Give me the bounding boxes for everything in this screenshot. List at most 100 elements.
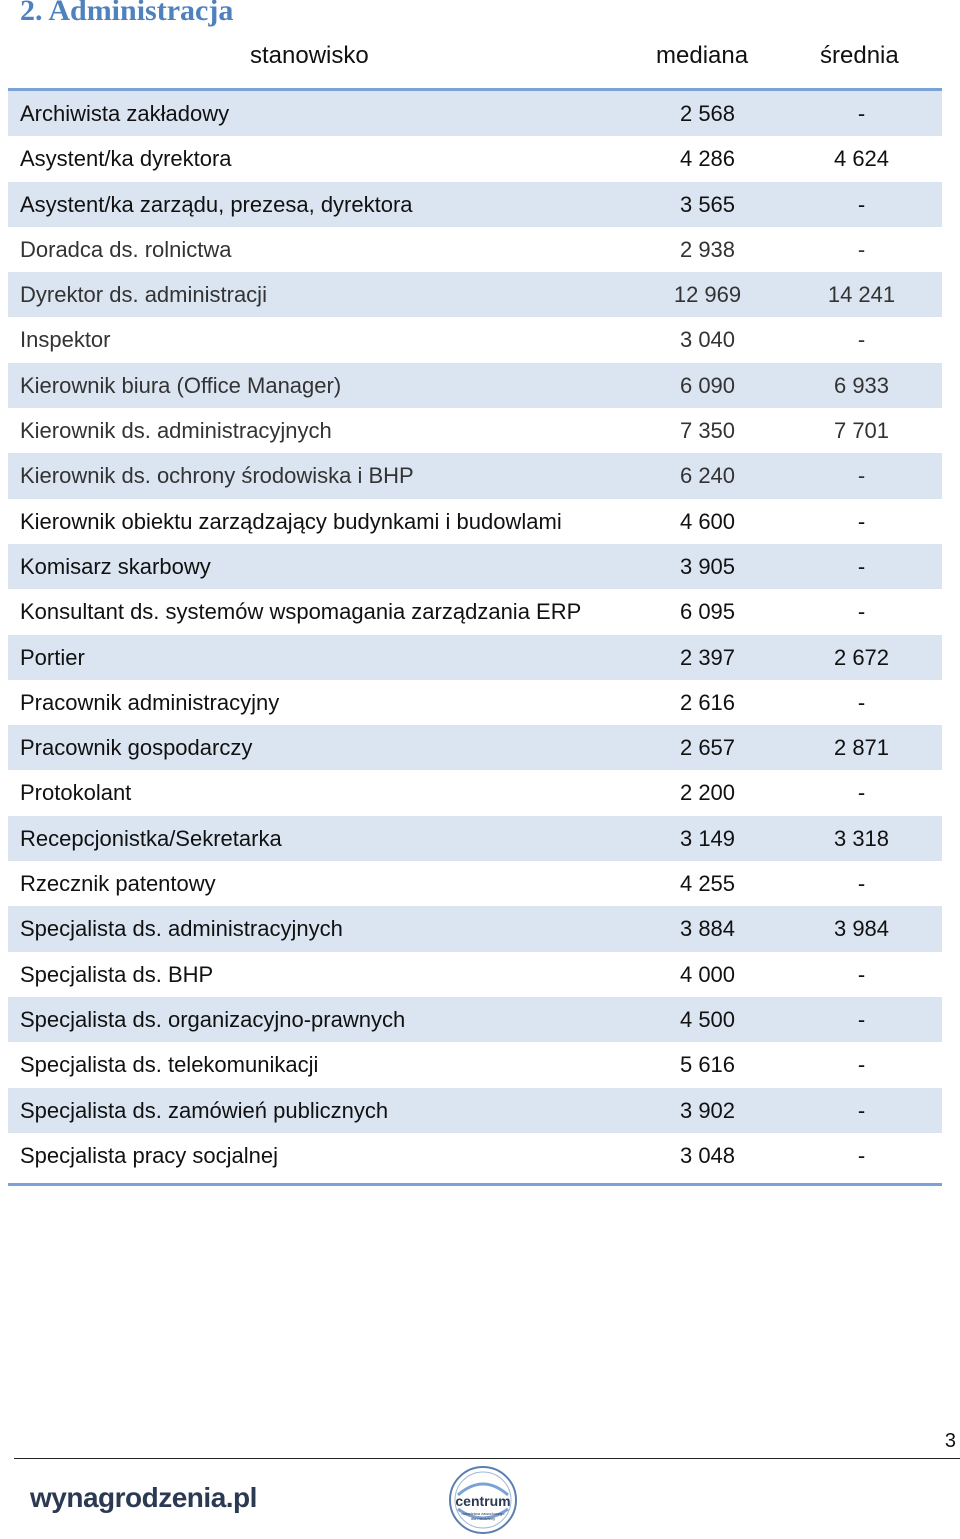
cell-position: Recepcjonistka/Sekretarka bbox=[20, 825, 282, 851]
cell-average: - bbox=[857, 553, 866, 579]
cell-position: Komisarz skarbowy bbox=[20, 553, 211, 579]
table-row: Recepcjonistka/Sekretarka 3 149 3 318 bbox=[8, 815, 942, 862]
header-average: średnia bbox=[820, 42, 899, 69]
table-row: Kierownik ds. ochrony środowiska i BHP 6 … bbox=[8, 453, 942, 499]
cell-position: Asystent/ka zarządu, prezesa, dyrektora bbox=[20, 191, 413, 217]
table-row: Dyrektor ds. administracji 12 969 14 241 bbox=[8, 272, 942, 318]
table-row: Archiwista zakładowy 2 568 - bbox=[8, 91, 942, 137]
cell-average: - bbox=[857, 1097, 866, 1123]
cell-position: Doradca ds. rolnictwa bbox=[20, 236, 232, 262]
table-row: Specjalista ds. administracyjnych 3 884 3 … bbox=[8, 906, 942, 952]
cell-average: - bbox=[857, 871, 866, 897]
table-header: stanowisko mediana średnia bbox=[8, 32, 942, 91]
cell-average: 2 871 bbox=[833, 735, 890, 761]
cell-average: 4 624 bbox=[833, 146, 890, 172]
cell-median: 4 600 bbox=[679, 508, 736, 534]
cell-average: - bbox=[857, 1052, 866, 1078]
cell-median: 3 905 bbox=[679, 553, 736, 579]
cell-position: Kierownik ds. ochrony środowiska i BHP bbox=[20, 463, 414, 489]
cell-median: 3 884 bbox=[679, 916, 736, 942]
cell-median: 2 397 bbox=[679, 644, 736, 670]
table-row: Asystent/ka dyrektora 4 286 4 624 bbox=[8, 136, 942, 181]
cell-median: 2 938 bbox=[679, 236, 736, 262]
cell-median: 7 350 bbox=[679, 418, 736, 444]
cell-position: Kierownik biura (Office Manager) bbox=[20, 372, 342, 398]
cell-median: 3 902 bbox=[679, 1097, 736, 1123]
table-row: Pracownik gospodarczy 2 657 2 871 bbox=[8, 725, 942, 771]
brand-logo: wynagrodzenia.pl bbox=[30, 1482, 257, 1513]
table-row: Inspektor 3 040 - bbox=[8, 317, 942, 362]
cell-average: 7 701 bbox=[833, 418, 890, 444]
cell-position: Specjalista ds. zamówień publicznych bbox=[20, 1097, 389, 1123]
centrum-logo-icon: centrum doradztwa zawodowego dla młodzie… bbox=[449, 1466, 517, 1534]
table-row: Specjalista ds. zamówień publicznych 3 90… bbox=[8, 1087, 942, 1133]
cell-position: Protokolant bbox=[20, 780, 132, 806]
cell-median: 6 095 bbox=[679, 599, 736, 625]
cell-average: - bbox=[857, 463, 866, 489]
cell-average: 6 933 bbox=[833, 372, 890, 398]
cell-position: Specjalista ds. administracyjnych bbox=[20, 916, 343, 942]
table-row: Rzecznik patentowy 4 255 - bbox=[8, 861, 942, 906]
cell-position: Specjalista pracy socjalnej bbox=[20, 1142, 279, 1168]
table-row: Specjalista ds. organizacyjno-prawnych 4 … bbox=[8, 996, 942, 1043]
salary-table: stanowisko mediana średnia Archiwista za… bbox=[8, 32, 942, 1187]
cell-average: - bbox=[857, 961, 866, 987]
page-number: 3 bbox=[944, 1430, 956, 1452]
svg-text:dla młodzieży: dla młodzieży bbox=[471, 1516, 495, 1521]
cell-position: Pracownik administracyjny bbox=[20, 689, 280, 715]
cell-position: Specjalista ds. organizacyjno-prawnych bbox=[20, 1006, 406, 1032]
table-body: Archiwista zakładowy 2 568 - Asystent/ka dy… bbox=[8, 91, 942, 1178]
header-position: stanowisko bbox=[250, 42, 369, 69]
table-row: Kierownik ds. administracyjnych 7 350 7 70… bbox=[8, 408, 942, 453]
footer-divider bbox=[14, 1458, 960, 1459]
table-row: Komisarz skarbowy 3 905 - bbox=[8, 543, 942, 590]
table-row: Specjalista ds. telekomunikacji 5 616 - bbox=[8, 1042, 942, 1087]
cell-average: - bbox=[857, 191, 866, 217]
cell-average: 3 984 bbox=[833, 916, 890, 942]
cell-median: 4 286 bbox=[679, 146, 736, 172]
cell-position: Specjalista ds. telekomunikacji bbox=[20, 1052, 319, 1078]
cell-position: Rzecznik patentowy bbox=[20, 871, 216, 897]
cell-position: Pracownik gospodarczy bbox=[20, 735, 253, 761]
cell-average: 2 672 bbox=[833, 644, 890, 670]
cell-average: - bbox=[857, 780, 866, 806]
table-row: Konsultant ds. systemów wspomagania zarz… bbox=[8, 589, 942, 634]
table-row: Kierownik obiektu zarządzający budynkami… bbox=[8, 499, 942, 544]
cell-position: Inspektor bbox=[20, 327, 111, 353]
cell-average: - bbox=[857, 1142, 866, 1168]
section-title: 2. Administracja bbox=[20, 0, 234, 27]
cell-average: - bbox=[857, 689, 866, 715]
cell-position: Portier bbox=[20, 644, 85, 670]
cell-median: 2 200 bbox=[679, 780, 736, 806]
cell-position: Dyrektor ds. administracji bbox=[20, 282, 267, 308]
header-median: mediana bbox=[656, 42, 749, 69]
cell-median: 3 048 bbox=[679, 1142, 736, 1168]
cell-median: 6 090 bbox=[679, 372, 736, 398]
table-row: Pracownik administracyjny 2 616 - bbox=[8, 680, 942, 725]
cell-average: - bbox=[857, 101, 866, 126]
cell-position: Kierownik obiektu zarządzający budynkami… bbox=[20, 508, 562, 534]
table-row: Asystent/ka zarządu, prezesa, dyrektora 3… bbox=[8, 181, 942, 227]
cell-average: - bbox=[857, 599, 866, 625]
cell-position: Specjalista ds. BHP bbox=[20, 961, 214, 987]
svg-text:centrum: centrum bbox=[455, 1493, 510, 1509]
cell-average: 3 318 bbox=[833, 825, 890, 851]
cell-median: 4 000 bbox=[679, 961, 736, 987]
cell-median: 2 657 bbox=[679, 735, 736, 761]
table-bottom-rule bbox=[8, 1183, 942, 1187]
cell-median: 5 616 bbox=[679, 1052, 736, 1078]
table-row: Protokolant 2 200 - bbox=[8, 770, 942, 815]
table-row: Kierownik biura (Office Manager) 6 090 6 9… bbox=[8, 362, 942, 409]
cell-median: 6 240 bbox=[679, 463, 736, 489]
svg-text:doradztwa zawodowego: doradztwa zawodowego bbox=[462, 1511, 506, 1516]
cell-average: - bbox=[857, 236, 866, 262]
table-row: Specjalista ds. BHP 4 000 - bbox=[8, 952, 942, 997]
cell-average: 14 241 bbox=[827, 282, 896, 308]
cell-median: 2 616 bbox=[679, 689, 736, 715]
table-row: Doradca ds. rolnictwa 2 938 - bbox=[8, 227, 942, 272]
cell-position: Archiwista zakładowy bbox=[20, 101, 230, 126]
cell-median: 3 040 bbox=[679, 327, 736, 353]
cell-median: 2 568 bbox=[679, 101, 736, 126]
cell-position: Asystent/ka dyrektora bbox=[20, 146, 232, 172]
cell-position: Kierownik ds. administracyjnych bbox=[20, 418, 332, 444]
